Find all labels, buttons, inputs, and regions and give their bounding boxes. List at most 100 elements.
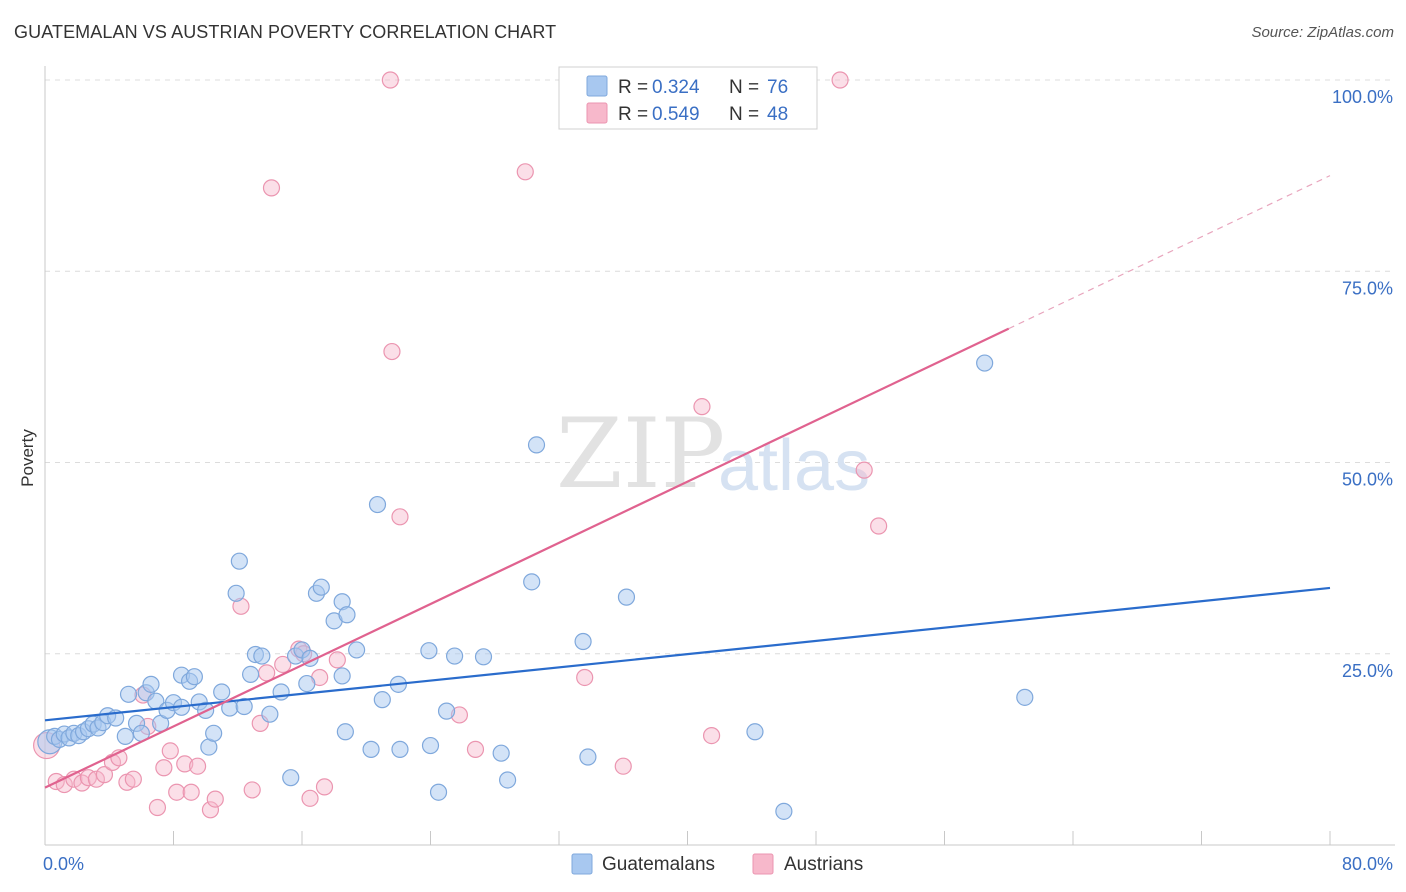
legend-r-label-1: R = xyxy=(618,77,648,98)
point-guatemalans xyxy=(253,647,271,665)
point-guatemalans xyxy=(617,588,636,606)
guatemalans-points xyxy=(37,354,1034,820)
point-austrians xyxy=(201,801,220,819)
point-guatemalans xyxy=(227,584,245,602)
chart-title: GUATEMALAN VS AUSTRIAN POVERTY CORRELATI… xyxy=(14,22,557,42)
point-austrians xyxy=(206,790,224,808)
point-guatemalans xyxy=(185,668,203,686)
correlation-legend: R = 0.324 N = 76 R = 0.549 N = 48 xyxy=(558,66,818,130)
bottom-legend-label-guatemalans: Guatemalans xyxy=(602,854,715,875)
source-label: Source: ZipAtlas.com xyxy=(1251,24,1394,41)
point-guatemalans xyxy=(338,606,356,624)
point-guatemalans xyxy=(420,642,438,660)
point-austrians xyxy=(315,778,334,796)
x-tick-label-max: 80.0% xyxy=(1342,854,1393,874)
point-guatemalans xyxy=(333,667,351,685)
point-guatemalans xyxy=(445,647,464,665)
legend-swatch-guatemalans xyxy=(586,75,608,97)
point-guatemalans xyxy=(421,736,440,755)
point-guatemalans xyxy=(1016,688,1034,706)
point-guatemalans xyxy=(391,740,409,758)
watermark-zip: ZIP xyxy=(556,398,725,510)
legend-r-value-2: 0.549 xyxy=(652,104,700,125)
legend-r-value-1: 0.324 xyxy=(652,77,700,98)
y-tick-label-50: 50.0% xyxy=(1342,470,1393,490)
axes xyxy=(44,66,1395,846)
point-austrians xyxy=(148,798,167,817)
tick-labels: 25.0% 50.0% 75.0% 100.0% 0.0% 80.0% xyxy=(43,87,1393,874)
point-guatemalans xyxy=(213,683,231,701)
watermark-atlas: atlas xyxy=(718,426,870,506)
point-austrians xyxy=(855,461,873,479)
legend-r-label-2: R = xyxy=(618,104,648,125)
point-austrians xyxy=(87,770,106,788)
point-austrians xyxy=(176,755,194,773)
point-austrians xyxy=(243,781,261,799)
point-guatemalans xyxy=(574,632,592,651)
point-guatemalans xyxy=(579,748,597,766)
point-guatemalans xyxy=(235,697,253,716)
point-guatemalans xyxy=(348,641,366,659)
point-austrians xyxy=(182,783,200,801)
point-guatemalans xyxy=(312,578,330,596)
point-guatemalans xyxy=(976,354,994,372)
point-austrians xyxy=(168,783,186,801)
point-guatemalans xyxy=(230,552,248,570)
point-austrians xyxy=(188,757,207,775)
legend-n-label-2: N = xyxy=(729,104,759,125)
point-austrians xyxy=(381,71,399,89)
point-guatemalans xyxy=(298,674,316,693)
y-tick-label-100: 100.0% xyxy=(1332,87,1393,107)
point-austrians xyxy=(383,342,401,361)
point-guatemalans xyxy=(116,727,134,745)
point-austrians xyxy=(391,508,409,526)
legend-n-value-1: 76 xyxy=(767,77,788,98)
point-guatemalans xyxy=(205,724,223,742)
legend-n-label-1: N = xyxy=(729,77,759,98)
y-axis-title: Poverty xyxy=(18,429,37,487)
trend-line-austrians xyxy=(44,327,1010,789)
point-austrians xyxy=(95,766,114,784)
y-tick-label-75: 75.0% xyxy=(1342,278,1393,298)
point-austrians xyxy=(328,651,346,669)
point-guatemalans xyxy=(437,702,456,720)
point-austrians xyxy=(702,727,721,745)
legend-n-value-2: 48 xyxy=(767,104,788,125)
point-austrians xyxy=(155,759,173,777)
point-austrians xyxy=(161,742,179,760)
point-austrians xyxy=(576,668,594,687)
x-tick-label-min: 0.0% xyxy=(43,854,84,874)
point-austrians xyxy=(466,740,485,758)
point-guatemalans xyxy=(242,665,260,684)
grid-lines xyxy=(45,79,1395,655)
point-austrians xyxy=(516,163,534,181)
point-guatemalans xyxy=(362,740,380,758)
point-guatemalans xyxy=(373,691,391,709)
point-guatemalans xyxy=(499,771,517,789)
point-guatemalans xyxy=(429,783,448,801)
legend-swatch-austrians xyxy=(586,102,608,124)
point-austrians xyxy=(693,398,711,416)
point-guatemalans xyxy=(282,769,300,787)
point-austrians xyxy=(124,770,142,788)
point-guatemalans xyxy=(523,573,541,591)
point-austrians xyxy=(301,789,319,807)
point-guatemalans xyxy=(775,802,793,820)
point-austrians xyxy=(831,71,849,89)
point-guatemalans xyxy=(142,675,160,693)
point-guatemalans xyxy=(119,685,138,703)
point-guatemalans xyxy=(492,744,510,762)
point-guatemalans xyxy=(336,723,354,741)
trend-line-austrians-extension xyxy=(1008,175,1331,330)
series-legend: Guatemalans Austrians xyxy=(571,853,863,875)
point-austrians xyxy=(274,655,292,674)
bottom-legend-label-austrians: Austrians xyxy=(784,854,863,875)
point-austrians xyxy=(262,179,281,197)
point-guatemalans xyxy=(368,495,387,514)
y-tick-label-25: 25.0% xyxy=(1342,661,1393,681)
point-guatemalans xyxy=(474,648,493,666)
trend-line-guatemalans xyxy=(44,586,1331,722)
bottom-legend-swatch-guatemalans xyxy=(571,853,593,875)
point-guatemalans xyxy=(746,723,764,741)
